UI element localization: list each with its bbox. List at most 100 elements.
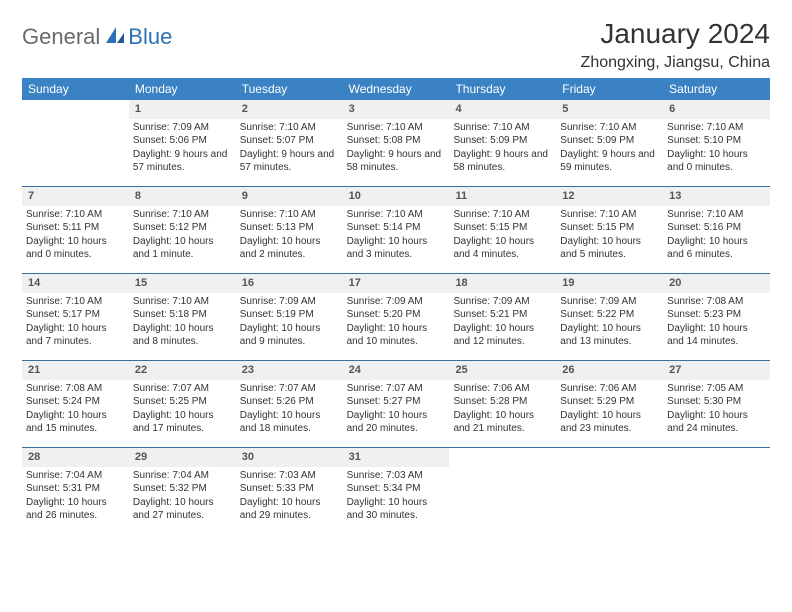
sunset-text: Sunset: 5:18 PM (133, 308, 232, 322)
calendar: Sunday Monday Tuesday Wednesday Thursday… (22, 78, 770, 534)
sunset-text: Sunset: 5:30 PM (667, 395, 766, 409)
day-cell: 21Sunrise: 7:08 AMSunset: 5:24 PMDayligh… (22, 361, 129, 447)
sunrise-text: Sunrise: 7:10 AM (133, 295, 232, 309)
sunrise-text: Sunrise: 7:04 AM (133, 469, 232, 483)
sunset-text: Sunset: 5:09 PM (453, 134, 552, 148)
logo: General Blue (22, 18, 172, 50)
day-number: 13 (663, 187, 770, 206)
sunrise-text: Sunrise: 7:09 AM (453, 295, 552, 309)
day-number: 10 (343, 187, 450, 206)
day-number: 20 (663, 274, 770, 293)
day-number: 7 (22, 187, 129, 206)
sunrise-text: Sunrise: 7:10 AM (453, 208, 552, 222)
title-block: January 2024 Zhongxing, Jiangsu, China (581, 18, 770, 72)
sunrise-text: Sunrise: 7:06 AM (453, 382, 552, 396)
sunset-text: Sunset: 5:22 PM (560, 308, 659, 322)
sunset-text: Sunset: 5:28 PM (453, 395, 552, 409)
daylight-text: Daylight: 9 hours and 57 minutes. (240, 148, 339, 175)
sunset-text: Sunset: 5:34 PM (347, 482, 446, 496)
day-cell: 31Sunrise: 7:03 AMSunset: 5:34 PMDayligh… (343, 448, 450, 534)
daylight-text: Daylight: 10 hours and 0 minutes. (26, 235, 125, 262)
daylight-text: Daylight: 9 hours and 59 minutes. (560, 148, 659, 175)
header: General Blue January 2024 Zhongxing, Jia… (22, 18, 770, 72)
daylight-text: Daylight: 10 hours and 18 minutes. (240, 409, 339, 436)
week-row: 21Sunrise: 7:08 AMSunset: 5:24 PMDayligh… (22, 361, 770, 448)
day-cell: 8Sunrise: 7:10 AMSunset: 5:12 PMDaylight… (129, 187, 236, 273)
day-cell: 20Sunrise: 7:08 AMSunset: 5:23 PMDayligh… (663, 274, 770, 360)
day-number: 1 (129, 100, 236, 119)
daylight-text: Daylight: 10 hours and 6 minutes. (667, 235, 766, 262)
day-cell: 1Sunrise: 7:09 AMSunset: 5:06 PMDaylight… (129, 100, 236, 186)
sunrise-text: Sunrise: 7:06 AM (560, 382, 659, 396)
sail-icon (104, 25, 126, 50)
day-number: 25 (449, 361, 556, 380)
day-of-week-row: Sunday Monday Tuesday Wednesday Thursday… (22, 78, 770, 100)
day-number: 2 (236, 100, 343, 119)
day-cell: 14 Sunrise: 7:10 AMSunset: 5:17 PMDayligh… (22, 274, 129, 360)
sunrise-text: Sunrise: 7:10 AM (347, 208, 446, 222)
sunrise-text: Sunrise: 7:10 AM (133, 208, 232, 222)
daylight-text: Daylight: 10 hours and 9 minutes. (240, 322, 339, 349)
sunset-text: Sunset: 5:25 PM (133, 395, 232, 409)
day-number: 12 (556, 187, 663, 206)
sunrise-text: Sunrise: 7:08 AM (26, 382, 125, 396)
sunset-text: Sunset: 5:19 PM (240, 308, 339, 322)
location: Zhongxing, Jiangsu, China (581, 54, 770, 72)
dow-wednesday: Wednesday (343, 78, 450, 100)
dow-thursday: Thursday (449, 78, 556, 100)
day-cell: 16Sunrise: 7:09 AMSunset: 5:19 PMDayligh… (236, 274, 343, 360)
daylight-text: Daylight: 10 hours and 23 minutes. (560, 409, 659, 436)
day-number (556, 448, 663, 452)
day-cell (663, 448, 770, 534)
sunrise-text: Sunrise: 7:10 AM (240, 208, 339, 222)
daylight-text: Daylight: 10 hours and 3 minutes. (347, 235, 446, 262)
weeks-container: 1Sunrise: 7:09 AMSunset: 5:06 PMDaylight… (22, 100, 770, 534)
day-number: 3 (343, 100, 450, 119)
day-cell: 30Sunrise: 7:03 AMSunset: 5:33 PMDayligh… (236, 448, 343, 534)
day-number: 18 (449, 274, 556, 293)
day-number (449, 448, 556, 452)
sunrise-text: Sunrise: 7:09 AM (347, 295, 446, 309)
sunset-text: Sunset: 5:17 PM (26, 308, 125, 322)
daylight-text: Daylight: 10 hours and 29 minutes. (240, 496, 339, 523)
day-cell: 15Sunrise: 7:10 AMSunset: 5:18 PMDayligh… (129, 274, 236, 360)
sunrise-text: Sunrise: 7:04 AM (26, 469, 125, 483)
daylight-text: Daylight: 10 hours and 4 minutes. (453, 235, 552, 262)
sunset-text: Sunset: 5:12 PM (133, 221, 232, 235)
sunset-text: Sunset: 5:15 PM (560, 221, 659, 235)
sunrise-text: Sunrise: 7:10 AM (240, 121, 339, 135)
sunrise-text: Sunrise: 7:03 AM (240, 469, 339, 483)
day-number: 29 (129, 448, 236, 467)
sunset-text: Sunset: 5:29 PM (560, 395, 659, 409)
day-number (22, 100, 129, 104)
daylight-text: Daylight: 10 hours and 1 minute. (133, 235, 232, 262)
sunrise-text: Sunrise: 7:07 AM (240, 382, 339, 396)
day-cell: 5Sunrise: 7:10 AMSunset: 5:09 PMDaylight… (556, 100, 663, 186)
sunset-text: Sunset: 5:23 PM (667, 308, 766, 322)
sunset-text: Sunset: 5:09 PM (560, 134, 659, 148)
sunrise-text: Sunrise: 7:09 AM (133, 121, 232, 135)
day-cell: 29Sunrise: 7:04 AMSunset: 5:32 PMDayligh… (129, 448, 236, 534)
day-number: 27 (663, 361, 770, 380)
daylight-text: Daylight: 10 hours and 15 minutes. (26, 409, 125, 436)
sunset-text: Sunset: 5:21 PM (453, 308, 552, 322)
logo-text-blue: Blue (128, 24, 172, 50)
daylight-text: Daylight: 10 hours and 7 minutes. (26, 322, 125, 349)
day-cell: 17Sunrise: 7:09 AMSunset: 5:20 PMDayligh… (343, 274, 450, 360)
day-number: 14 (22, 274, 129, 293)
daylight-text: Daylight: 10 hours and 17 minutes. (133, 409, 232, 436)
daylight-text: Daylight: 9 hours and 57 minutes. (133, 148, 232, 175)
sunrise-text: Sunrise: 7:10 AM (667, 208, 766, 222)
week-row: 1Sunrise: 7:09 AMSunset: 5:06 PMDaylight… (22, 100, 770, 187)
dow-tuesday: Tuesday (236, 78, 343, 100)
sunrise-text: Sunrise: 7:10 AM (26, 295, 125, 309)
sunset-text: Sunset: 5:15 PM (453, 221, 552, 235)
month-title: January 2024 (581, 18, 770, 50)
week-row: 14Sunrise: 7:10 AMSunset: 5:17 PMDayligh… (22, 274, 770, 361)
day-cell (449, 448, 556, 534)
day-cell: 3Sunrise: 7:10 AMSunset: 5:08 PMDaylight… (343, 100, 450, 186)
sunrise-text: Sunrise: 7:10 AM (453, 121, 552, 135)
day-number: 16 (236, 274, 343, 293)
day-number: 21 (22, 361, 129, 380)
sunrise-text: Sunrise: 7:10 AM (667, 121, 766, 135)
